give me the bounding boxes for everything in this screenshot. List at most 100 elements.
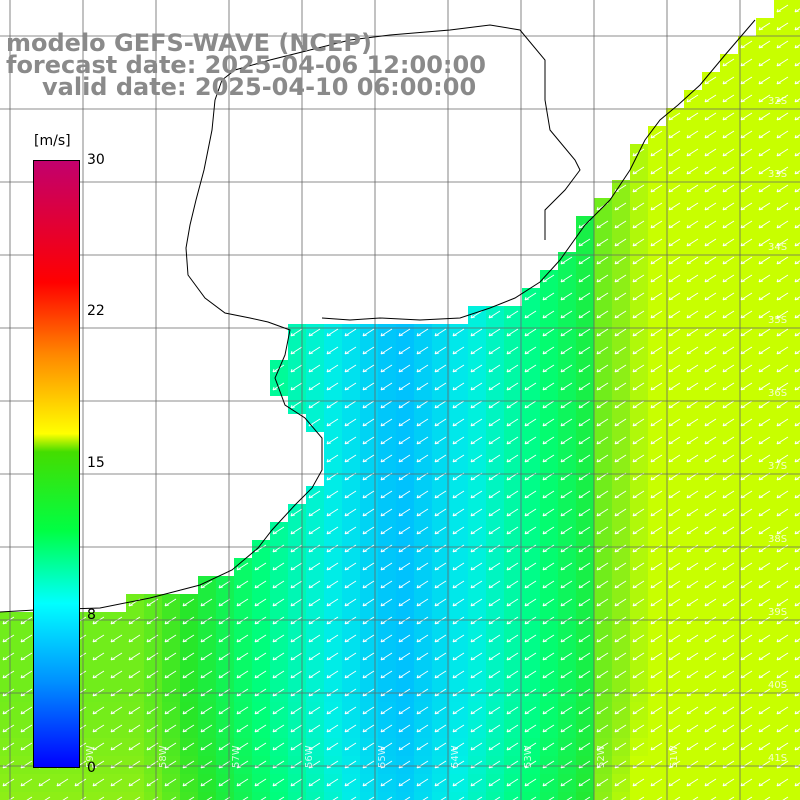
wind-cell [180,756,198,774]
wind-cell [432,576,450,594]
wind-arrow [566,796,573,800]
wind-arrow [632,310,645,319]
wind-cell [522,738,540,756]
wind-cell [558,288,576,306]
wind-cell [648,720,666,738]
wind-cell [342,360,360,378]
wind-cell [504,540,522,558]
wind-cell [270,702,288,720]
wind-cell [774,612,792,630]
wind-cell [576,396,594,414]
wind-arrow [686,400,699,409]
wind-arrow [290,742,303,751]
wind-arrow [740,616,753,625]
wind-cell [270,720,288,738]
wind-arrow [308,778,321,787]
wind-arrow [542,616,555,625]
wind-arrow [704,670,717,679]
wind-arrow [578,526,591,535]
wind-cell [612,774,630,792]
wind-arrow [362,454,375,463]
wind-cell [306,324,324,342]
wind-cell [468,324,486,342]
wind-cell [720,306,738,324]
wind-cell [612,324,630,342]
wind-cell [594,774,612,792]
wind-cell [486,630,504,648]
wind-arrow [308,724,321,733]
wind-arrow [782,796,789,800]
wind-arrow [704,364,717,373]
wind-arrow [794,260,800,265]
wind-cell [756,18,774,36]
wind-arrow [650,670,663,679]
wind-cell [360,558,378,576]
wind-arrow [758,616,771,625]
wind-cell [540,630,558,648]
wind-cell [504,738,522,756]
wind-arrow [542,634,555,643]
wind-cell [702,576,720,594]
wind-cell [648,396,666,414]
wind-arrow [524,670,537,679]
wind-cell [234,648,252,666]
wind-arrow [740,256,753,265]
wind-cell [414,468,432,486]
wind-arrow [668,130,681,139]
wind-cell [342,414,360,432]
wind-cell [468,666,486,684]
wind-arrow [722,328,735,337]
wind-cell [468,342,486,360]
wind-arrow [758,778,771,787]
wind-cell [270,792,288,800]
wind-cell [756,594,774,612]
wind-arrow [686,670,699,679]
wind-cell [126,702,144,720]
wind-arrow [578,616,591,625]
wind-arrow [362,364,375,373]
wind-cell [666,378,684,396]
wind-arrow [668,652,681,661]
wind-arrow [722,562,735,571]
wind-cell [378,756,396,774]
wind-cell [450,468,468,486]
wind-arrow [326,490,339,499]
wind-cell [666,342,684,360]
wind-arrow [650,274,663,283]
wind-cell [360,468,378,486]
wind-cell [378,720,396,738]
wind-arrow [344,418,357,427]
wind-arrow [614,652,627,661]
wind-cell [648,126,666,144]
wind-arrow [794,422,800,427]
wind-arrow [650,616,663,625]
wind-cell [504,792,522,800]
wind-arrow [740,598,753,607]
wind-arrow [632,220,645,229]
wind-cell [306,774,324,792]
wind-cell [522,630,540,648]
wind-arrow [488,508,501,517]
wind-arrow [614,580,627,589]
wind-cell [594,252,612,270]
wind-cell [558,594,576,612]
wind-arrow [740,310,753,319]
wind-arrow [434,490,447,499]
wind-arrow [668,202,681,211]
wind-cell [324,432,342,450]
wind-cell [558,558,576,576]
wind-cell [270,558,288,576]
wind-cell [216,666,234,684]
wind-arrow [272,634,285,643]
wind-cell [180,792,198,800]
wind-cell [630,378,648,396]
wind-cell [342,792,360,800]
wind-arrow [758,94,771,103]
wind-arrow [524,382,537,391]
wind-cell [738,198,756,216]
wind-cell [432,630,450,648]
wind-cell [324,450,342,468]
wind-cell [360,594,378,612]
wind-cell [612,756,630,774]
wind-arrow [164,742,177,751]
